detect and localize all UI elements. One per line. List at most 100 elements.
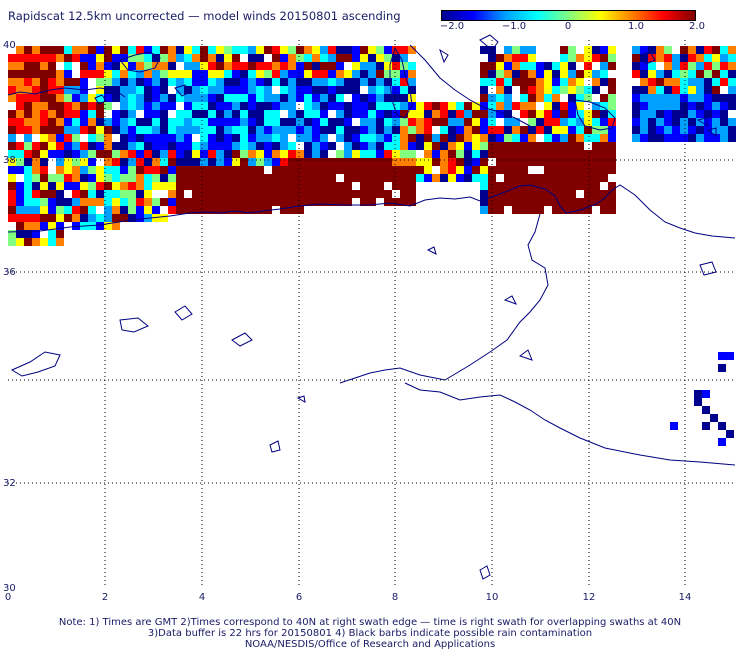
wind-cell [728,46,736,54]
wind-cell [536,198,544,206]
wind-cell [64,142,72,150]
wind-cell [560,118,568,126]
wind-cell [688,54,696,62]
wind-cell [128,46,136,54]
wind-cell [728,94,736,102]
wind-cell [296,118,304,126]
wind-cell [48,142,56,150]
wind-cell [312,46,320,54]
wind-cell [224,70,232,78]
wind-cell [694,398,702,406]
wind-cell [710,414,718,422]
wind-cell [488,190,496,198]
wind-cell [48,174,56,182]
wind-cell [424,166,432,174]
wind-cell [160,94,168,102]
wind-cell [400,62,408,70]
wind-cell [568,158,576,166]
wind-cell [664,118,672,126]
wind-cell [56,166,64,174]
wind-cell [24,166,32,174]
wind-cell [200,62,208,70]
wind-cell [224,134,232,142]
wind-cell [136,142,144,150]
wind-cell [600,102,608,110]
wind-cell [320,190,328,198]
wind-cell [96,142,104,150]
wind-cell [464,118,472,126]
wind-cell [120,214,128,222]
wind-cell [544,142,552,150]
wind-cell [8,166,16,174]
wind-cell [480,174,488,182]
wind-cell [528,142,536,150]
wind-cell [552,78,560,86]
wind-cell [48,214,56,222]
wind-cell [336,54,344,62]
wind-cell [704,94,712,102]
wind-cell [280,206,288,214]
wind-cell [120,158,128,166]
wind-cell [256,70,264,78]
wind-cell [576,94,584,102]
wind-cell [328,94,336,102]
wind-cell [256,46,264,54]
wind-cell [16,46,24,54]
wind-cell [152,54,160,62]
wind-cell [408,126,416,134]
wind-cell [160,174,168,182]
wind-cell [56,190,64,198]
wind-cell [64,126,72,134]
wind-cell [504,134,512,142]
wind-cell [320,46,328,54]
wind-cell [528,206,536,214]
wind-cell [576,134,584,142]
wind-cell [200,46,208,54]
wind-cell [232,110,240,118]
wind-cell [88,46,96,54]
wind-cell [720,62,728,70]
wind-cell [512,174,520,182]
wind-cell [280,134,288,142]
wind-cell [216,94,224,102]
wind-cell [184,166,192,174]
wind-cell [312,94,320,102]
wind-cell [48,190,56,198]
wind-cell [240,78,248,86]
wind-cell [608,142,616,150]
wind-cell [512,70,520,78]
wind-cell [544,62,552,70]
wind-cell [72,222,80,230]
colorbar-tick: 2.0 [689,21,705,32]
wind-cell [56,134,64,142]
wind-cell [272,54,280,62]
wind-cell [16,110,24,118]
wind-cell [40,134,48,142]
wind-cell [536,142,544,150]
wind-cell [376,70,384,78]
wind-cell [16,182,24,190]
wind-cell [432,158,440,166]
wind-cell [104,78,112,86]
wind-cell [520,126,528,134]
wind-cell [400,70,408,78]
wind-cell [88,118,96,126]
wind-cell [72,54,80,62]
wind-cell [688,126,696,134]
wind-cell [288,46,296,54]
wind-cell [352,174,360,182]
wind-cell [208,190,216,198]
wind-cell [384,54,392,62]
wind-cell [688,134,696,142]
wind-cell [520,78,528,86]
wind-cell [456,150,464,158]
wind-cell [328,70,336,78]
wind-cell [232,86,240,94]
wind-cell [408,158,416,166]
wind-cell [304,150,312,158]
wind-cell [88,198,96,206]
wind-cell [224,198,232,206]
wind-cell [504,118,512,126]
wind-cell [568,206,576,214]
wind-cell [688,110,696,118]
